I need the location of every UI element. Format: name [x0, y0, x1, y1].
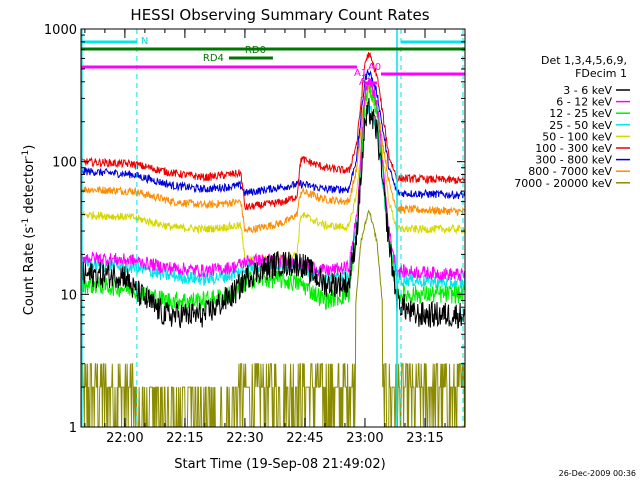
legend-label-8: 7000 - 20000 keV	[514, 177, 612, 190]
legend-label-4: 50 - 100 keV	[542, 130, 612, 143]
svg-text:Count Rate (s-1 detector-1): Count Rate (s-1 detector-1)	[21, 145, 37, 316]
legend-label-1: 6 - 12 keV	[556, 96, 612, 109]
y-axis-label-part2: detector	[22, 158, 37, 218]
series-line-7	[80, 82, 466, 235]
y-axis-label-part3: )	[22, 145, 37, 150]
chart-title: HESSI Observing Summary Count Rates	[130, 6, 429, 24]
x-tick-label-5: 23:15	[406, 431, 443, 446]
y-axis-label-sup2: -1	[21, 150, 31, 159]
x-tick-label-1: 22:15	[166, 431, 203, 446]
x-axis-label: Start Time (19-Sep-08 21:49:02)	[174, 457, 385, 472]
legend-label-0: 3 - 6 keV	[563, 84, 612, 97]
n-label: N	[141, 36, 148, 47]
y-tick-label-0: 1	[69, 421, 77, 436]
y-axis-label-sup1: -1	[21, 218, 31, 227]
x-tick-label-0: 22:00	[106, 431, 143, 446]
y-tick-label-3: 1000	[44, 23, 77, 38]
legend-label-2: 12 - 25 keV	[549, 107, 612, 120]
a0-label: A0	[368, 62, 381, 73]
legend-label-7: 800 - 7000 keV	[528, 165, 612, 178]
legend-label-3: 25 - 50 keV	[549, 119, 612, 132]
y-tick-label-2: 100	[52, 156, 77, 171]
x-tick-label-2: 22:30	[226, 431, 263, 446]
x-tick-label-3: 22:45	[286, 431, 323, 446]
series-line-8	[80, 209, 465, 428]
legend-label-5: 100 - 300 keV	[535, 142, 612, 155]
timestamp: 26-Dec-2009 00:36	[559, 469, 636, 478]
a3-label: A3	[359, 77, 372, 88]
rd0-label: RD0	[245, 45, 266, 56]
legend-header-2: FDecim 1	[575, 67, 627, 80]
legend-label-6: 300 - 800 keV	[535, 154, 612, 167]
rd4-label: RD4	[203, 53, 224, 64]
plot-frame	[80, 28, 466, 428]
legend-header-1: Det 1,3,4,5,6,9,	[541, 54, 627, 67]
a1-label: A1	[354, 68, 367, 79]
x-tick-label-4: 23:00	[346, 431, 383, 446]
series-line-5	[80, 52, 466, 211]
y-axis-label-part1: Count Rate (s	[22, 227, 37, 316]
y-tick-label-1: 10	[60, 288, 77, 303]
y-axis-label: Count Rate (s-1 detector-1)	[21, 145, 37, 316]
